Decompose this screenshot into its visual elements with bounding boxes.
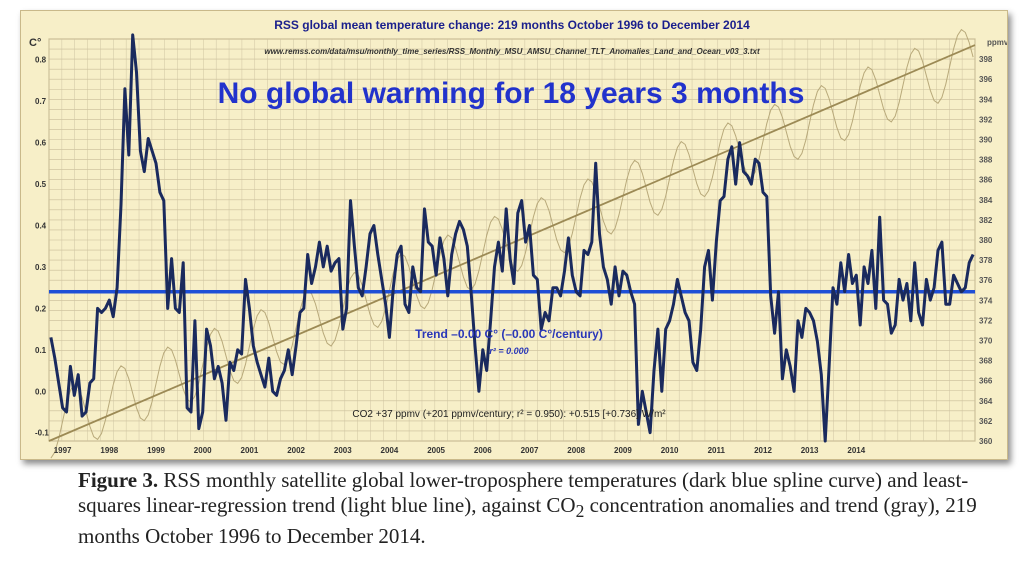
r2-label: r² = 0.000	[489, 346, 528, 356]
y-left-tick-label: 0.4	[35, 222, 47, 231]
x-tick-label: 2004	[381, 446, 399, 455]
x-tick-label: 2006	[474, 446, 492, 455]
x-tick-label: 2008	[567, 446, 585, 455]
y-right-tick-label: 372	[979, 316, 993, 325]
y-right-tick-label: 374	[979, 296, 993, 305]
y-right-tick-label: 382	[979, 216, 993, 225]
x-tick-label: 2009	[614, 446, 632, 455]
trend-label: Trend –0.00 C° (–0.00 C°/century)	[415, 327, 603, 341]
x-tick-label: 2003	[334, 446, 352, 455]
caption-text-2: concentration anomalies and trend (gray)…	[78, 493, 977, 549]
chart-svg: 0.8 0.7 0.6 0.5 0.4 0.3 0.2 0.1 0.0 -0.1 398 396 394…	[29, 18, 1007, 459]
x-tick-label: 2011	[708, 446, 726, 455]
caption-subscript: 2	[575, 501, 585, 522]
y-right-tick-label: 396	[979, 75, 993, 84]
temperature-line	[49, 33, 975, 443]
y-left-unit: C°	[29, 37, 41, 49]
y-right-tick-label: 360	[979, 437, 993, 446]
y-right-tick-label: 376	[979, 276, 993, 285]
headline: No global warming for 18 years 3 months	[218, 77, 805, 110]
x-tick-label: 2007	[521, 446, 539, 455]
y-right-tick-label: 366	[979, 377, 993, 386]
y-left-tick-label: -0.1	[35, 429, 49, 438]
x-tick-label: 2013	[801, 446, 819, 455]
x-tick-label: 2012	[754, 446, 772, 455]
caption-lead: Figure 3.	[78, 468, 159, 492]
x-tick-label: 1997	[54, 446, 72, 455]
figure-caption: Figure 3. RSS monthly satellite global l…	[78, 468, 978, 549]
x-tick-label: 2000	[194, 446, 212, 455]
temperature-series	[49, 33, 975, 443]
y-right-tick-label: 384	[979, 196, 993, 205]
chart-title: RSS global mean temperature change: 219 …	[274, 18, 750, 32]
y-right-tick-label: 368	[979, 357, 993, 366]
y-right-tick-label: 386	[979, 176, 993, 185]
y-right-tick-label: 378	[979, 256, 993, 265]
y-right-tick-label: 380	[979, 236, 993, 245]
y-right-tick-label: 388	[979, 156, 993, 165]
axis-ticks: 0.8 0.7 0.6 0.5 0.4 0.3 0.2 0.1 0.0 -0.1 398 396 394…	[35, 55, 993, 455]
y-left-tick-label: 0.5	[35, 180, 47, 189]
x-tick-label: 2002	[287, 446, 305, 455]
y-right-tick-label: 394	[979, 95, 993, 104]
x-tick-label: 2005	[427, 446, 445, 455]
y-left-tick-label: 0.0	[35, 387, 47, 396]
y-right-tick-label: 370	[979, 337, 993, 346]
y-right-tick-label: 392	[979, 115, 993, 124]
chart-frame: 0.8 0.7 0.6 0.5 0.4 0.3 0.2 0.1 0.0 -0.1 398 396 394…	[20, 10, 1008, 460]
x-tick-label: 2001	[241, 446, 259, 455]
y-left-tick-label: 0.7	[35, 97, 47, 106]
y-right-tick-label: 398	[979, 55, 993, 64]
grid-lines	[48, 38, 976, 442]
y-left-tick-label: 0.8	[35, 56, 47, 65]
caption-text-1: RSS monthly satellite global lower-tropo…	[78, 468, 969, 517]
x-tick-label: 1999	[147, 446, 165, 455]
y-left-tick-label: 0.3	[35, 263, 47, 272]
y-left-tick-label: 0.6	[35, 139, 47, 148]
y-left-tick-label: 0.1	[35, 346, 47, 355]
source-url: www.remss.com/data/msu/monthly_time_seri…	[264, 47, 760, 56]
x-tick-label: 2010	[661, 446, 679, 455]
y-right-unit: ppmv	[987, 38, 1007, 47]
x-tick-label: 2014	[847, 446, 865, 455]
y-left-tick-label: 0.2	[35, 304, 47, 313]
y-right-tick-label: 390	[979, 136, 993, 145]
y-right-tick-label: 362	[979, 417, 993, 426]
x-tick-label: 1998	[100, 446, 118, 455]
y-right-tick-label: 364	[979, 397, 993, 406]
co2-label: CO2 +37 ppmv (+201 ppmv/century; r² = 0.…	[352, 409, 666, 420]
